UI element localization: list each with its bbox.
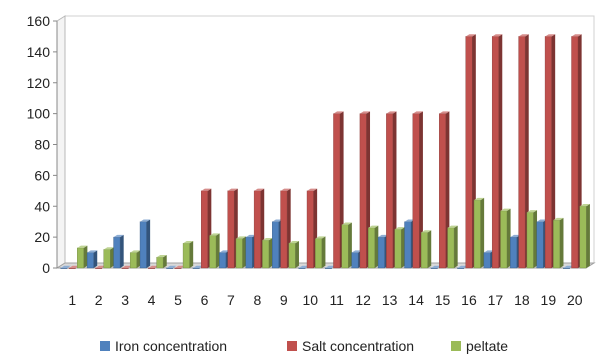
x-tick-label: 1 bbox=[68, 292, 76, 308]
bar bbox=[235, 236, 247, 269]
bar bbox=[473, 197, 485, 269]
legend-label: peltate bbox=[466, 338, 508, 354]
y-tick-label: 140 bbox=[27, 44, 51, 60]
legend-swatch bbox=[451, 341, 461, 351]
bar bbox=[174, 265, 185, 269]
x-tick-label: 12 bbox=[355, 292, 371, 308]
x-tick-label: 5 bbox=[174, 292, 182, 308]
bar bbox=[113, 234, 124, 269]
y-tick-label: 20 bbox=[34, 229, 50, 245]
bar bbox=[121, 265, 132, 269]
x-tick-label: 13 bbox=[382, 292, 398, 308]
x-tick-label: 10 bbox=[302, 292, 318, 308]
bar bbox=[129, 250, 141, 269]
x-tick-label: 9 bbox=[280, 292, 288, 308]
legend-item: Salt concentration bbox=[287, 338, 414, 354]
x-tick-label: 16 bbox=[461, 292, 477, 308]
bar bbox=[394, 227, 405, 269]
x-tick-label: 11 bbox=[329, 292, 344, 308]
bar bbox=[192, 265, 204, 269]
x-tick-label: 20 bbox=[567, 292, 583, 308]
bar bbox=[209, 233, 220, 269]
x-tick-label: 8 bbox=[253, 292, 261, 308]
bar bbox=[95, 265, 106, 269]
bar bbox=[182, 241, 194, 269]
legend-swatch bbox=[100, 341, 110, 351]
bars-layer bbox=[60, 34, 590, 269]
x-tick-label: 17 bbox=[488, 292, 504, 308]
y-tick-label: 120 bbox=[27, 75, 51, 91]
y-tick-label: 0 bbox=[42, 260, 50, 276]
chart-walls bbox=[55, 15, 596, 269]
legend-item: peltate bbox=[451, 338, 508, 354]
y-axis: 0 20 40 60 80 100 120 140 160 bbox=[27, 13, 58, 276]
legend: Iron concentration Salt concentration pelt… bbox=[100, 338, 508, 354]
bar bbox=[156, 254, 167, 269]
bar bbox=[563, 265, 574, 269]
x-tick-label: 2 bbox=[95, 292, 103, 308]
bar bbox=[447, 225, 458, 269]
x-axis: 1 2 3 4 5 6 7 8 9 10 11 12 13 14 15 16 17 18 19 20 bbox=[68, 292, 582, 308]
side-wall bbox=[56, 15, 66, 269]
y-tick-label: 40 bbox=[34, 198, 50, 214]
bar bbox=[103, 247, 114, 269]
bar bbox=[166, 265, 177, 269]
x-tick-label: 19 bbox=[541, 292, 557, 308]
bar bbox=[315, 236, 326, 269]
bar bbox=[579, 204, 590, 269]
bar bbox=[518, 34, 529, 269]
bar bbox=[148, 265, 159, 269]
bar bbox=[457, 265, 468, 269]
legend-label: Iron concentration bbox=[115, 338, 227, 354]
x-tick-label: 6 bbox=[201, 292, 209, 308]
bar bbox=[298, 265, 309, 269]
bar bbox=[430, 265, 442, 269]
legend-swatch bbox=[287, 341, 297, 351]
bar bbox=[68, 265, 80, 269]
bar bbox=[139, 219, 151, 269]
bar bbox=[544, 34, 556, 269]
bar bbox=[288, 241, 299, 269]
bar bbox=[341, 222, 352, 269]
y-tick-label: 60 bbox=[34, 167, 50, 183]
bar bbox=[262, 237, 273, 269]
legend-label: Salt concentration bbox=[302, 338, 414, 354]
x-tick-label: 14 bbox=[408, 292, 424, 308]
x-tick-label: 18 bbox=[514, 292, 530, 308]
bar bbox=[412, 111, 423, 269]
legend-item: Iron concentration bbox=[100, 338, 227, 354]
bar bbox=[86, 250, 98, 269]
bar bbox=[77, 245, 88, 269]
x-tick-label: 7 bbox=[227, 292, 235, 308]
bar bbox=[500, 208, 511, 269]
bar bbox=[553, 217, 564, 269]
bar bbox=[368, 225, 379, 269]
x-tick-label: 3 bbox=[121, 292, 129, 308]
x-tick-label: 4 bbox=[148, 292, 156, 308]
x-tick-label: 15 bbox=[435, 292, 451, 308]
bar bbox=[60, 265, 71, 269]
bar bbox=[491, 34, 503, 269]
bar bbox=[420, 230, 432, 269]
bar bbox=[526, 210, 538, 269]
y-tick-label: 80 bbox=[34, 137, 50, 153]
y-tick-label: 100 bbox=[27, 106, 51, 122]
bar bbox=[324, 265, 336, 269]
y-tick-label: 160 bbox=[27, 13, 51, 29]
